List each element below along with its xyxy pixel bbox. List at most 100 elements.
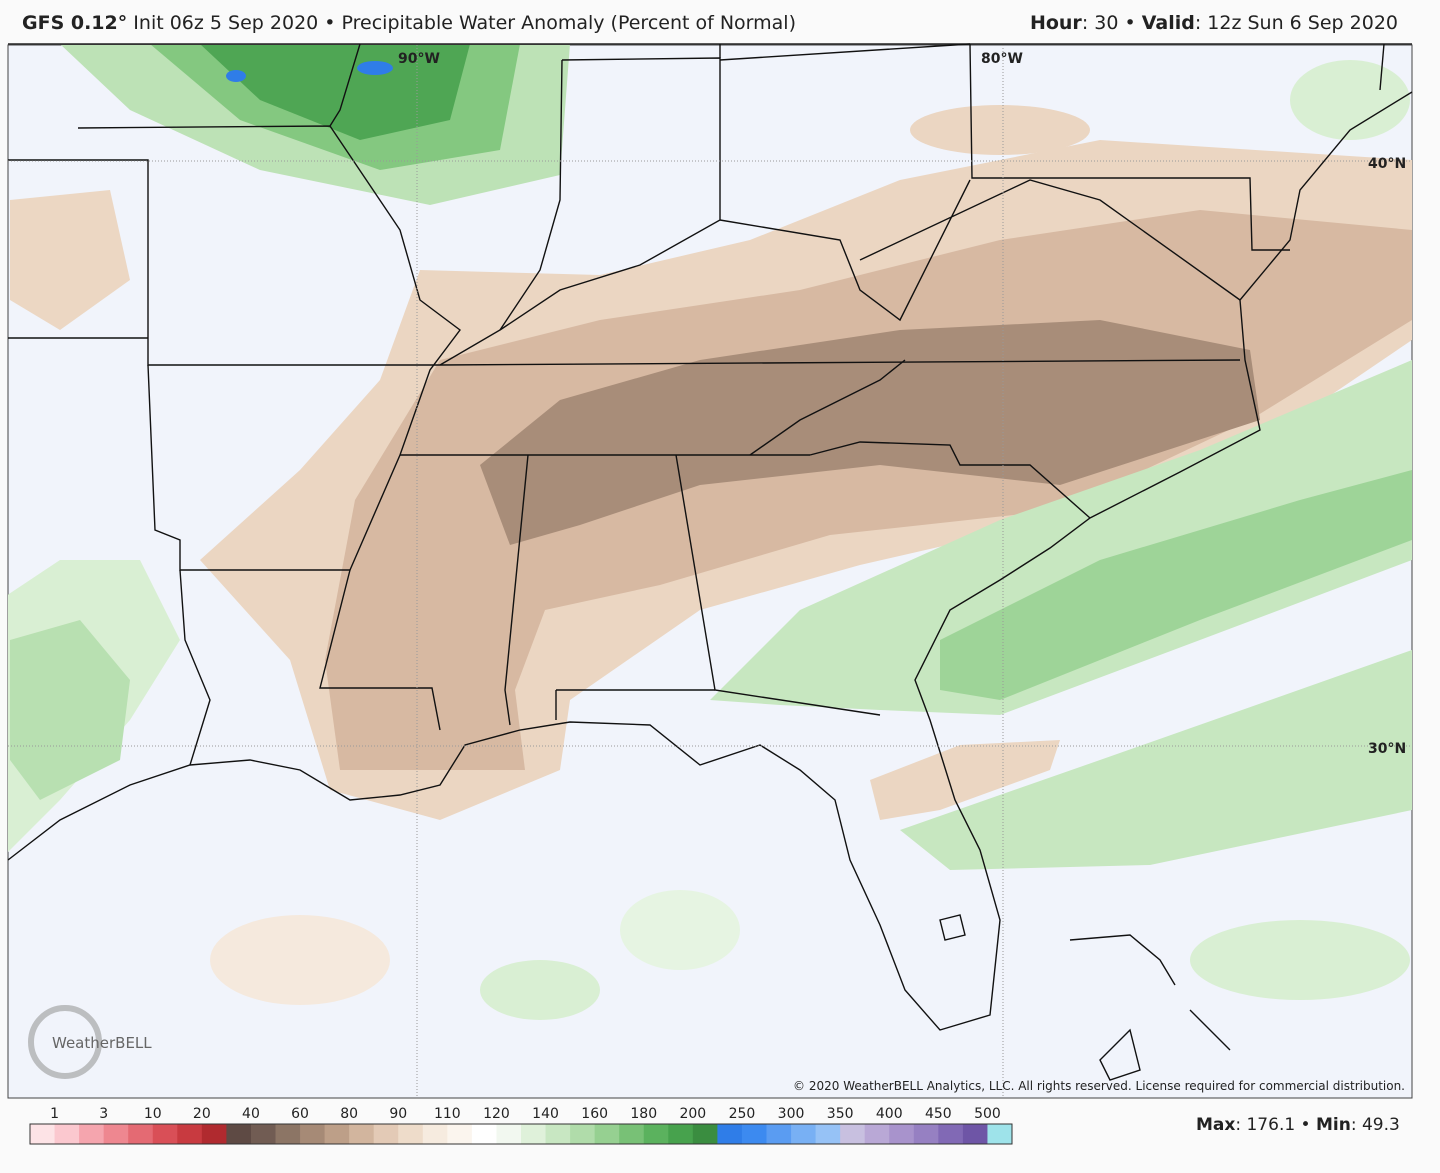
state-line: [499, 57, 721, 331]
swatch: [496, 1124, 522, 1144]
grid-label: 90°W: [398, 51, 440, 67]
swatch: [471, 1124, 497, 1144]
swatch: [643, 1124, 669, 1144]
text-run: : 12z Sun 6 Sep 2020: [1194, 12, 1398, 34]
header-left: GFS 0.12° Init 06z 5 Sep 2020 • Precipit…: [22, 12, 796, 34]
swatch: [250, 1124, 276, 1144]
swatch: [177, 1124, 203, 1144]
colorbar-label: 160: [581, 1106, 608, 1122]
swatch: [422, 1124, 448, 1144]
colorbar-label: 200: [679, 1106, 706, 1122]
state-line: [77, 43, 461, 571]
colorbar-label: 80: [340, 1106, 358, 1122]
text-run: : 30 •: [1081, 12, 1142, 34]
stats: Max: 176.1 • Min: 49.3: [1196, 1115, 1400, 1135]
colorbar-label: 350: [827, 1106, 854, 1122]
text-run: : 49.3: [1350, 1115, 1400, 1135]
swatch: [79, 1124, 105, 1144]
swatch: [594, 1124, 620, 1144]
boundaries: [7, 43, 1413, 1081]
graticule: [8, 45, 1412, 1098]
swatch: [962, 1124, 988, 1144]
grid-labels: 90°W 80°W 40°N 30°N: [398, 51, 1406, 757]
shade: [226, 70, 246, 82]
state-line: [504, 454, 529, 726]
swatch: [840, 1124, 866, 1144]
logo-text: WeatherBELL: [52, 1034, 152, 1052]
swatch: [913, 1124, 939, 1144]
swatch: [766, 1124, 792, 1144]
shade: [201, 45, 470, 140]
state-line: [439, 59, 563, 366]
swatch: [398, 1124, 424, 1144]
colorbar-label: 250: [729, 1106, 756, 1122]
swatch: [152, 1124, 178, 1144]
state-line: [719, 43, 1290, 251]
swatch: [864, 1124, 890, 1144]
swatch: [103, 1124, 129, 1144]
copyright: © 2020 WeatherBELL Analytics, LLC. All r…: [793, 1079, 1405, 1093]
colorbar-label: 20: [193, 1106, 211, 1122]
colorbar-label: 180: [630, 1106, 657, 1122]
swatch: [275, 1124, 301, 1144]
swatch: [30, 1124, 56, 1144]
swatch: [349, 1124, 375, 1144]
grid-label: 40°N: [1368, 156, 1406, 172]
colorbar-label: 140: [532, 1106, 559, 1122]
shade: [900, 650, 1412, 870]
swatch: [741, 1124, 767, 1144]
state-line: [147, 364, 441, 731]
swatch: [938, 1124, 964, 1144]
state-line: [8, 159, 440, 366]
colorbar-label: 120: [483, 1106, 510, 1122]
state-line: [439, 359, 1241, 366]
swatch: [889, 1124, 915, 1144]
colorbar-label: 10: [144, 1106, 162, 1122]
shade: [910, 105, 1090, 155]
text-run: Min: [1316, 1115, 1351, 1135]
text-run: Max: [1196, 1115, 1236, 1135]
colorbar-label: 300: [778, 1106, 805, 1122]
swatch: [373, 1124, 399, 1144]
logo: WeatherBELL: [28, 1005, 152, 1079]
colorbar: 1 3 10 20 40 60 80 90 110 120 140 160 180 200 250 300 35…: [29, 1106, 1013, 1145]
swatch: [300, 1124, 326, 1144]
grid-label: 80°W: [981, 51, 1023, 67]
state-line: [719, 179, 1241, 322]
text-run: : 176.1 •: [1235, 1115, 1316, 1135]
coastline: [7, 91, 1413, 1031]
anomaly-shading: [8, 45, 1412, 1020]
swatch: [570, 1124, 596, 1144]
text-run: Valid: [1141, 12, 1195, 34]
swatch: [987, 1124, 1013, 1144]
shade: [710, 360, 1412, 715]
swatch: [201, 1124, 227, 1144]
shade: [1290, 60, 1410, 140]
swatch: [791, 1124, 817, 1144]
colorbar-label: 400: [876, 1106, 903, 1122]
text-run: Hour: [1029, 12, 1082, 34]
colorbar-frame: [29, 1123, 1013, 1145]
state-line: [1379, 43, 1385, 91]
colorbar-label: 90: [389, 1106, 407, 1122]
text-run: GFS 0.12°: [22, 12, 128, 34]
colorbar-label: 60: [291, 1106, 309, 1122]
colorbar-label: 3: [99, 1106, 108, 1122]
swatch: [668, 1124, 694, 1144]
swatch: [815, 1124, 841, 1144]
colorbar-label: 500: [974, 1106, 1001, 1122]
text-run: Init 06z 5 Sep 2020 • Precipitable Water…: [127, 12, 796, 34]
swatch: [324, 1124, 350, 1144]
shade: [940, 470, 1412, 700]
colorbar-label: 450: [925, 1106, 952, 1122]
shade: [210, 915, 390, 1005]
shade: [870, 740, 1060, 820]
swatch: [54, 1124, 80, 1144]
swatch: [619, 1124, 645, 1144]
state-line: [809, 441, 1091, 519]
swatch: [545, 1124, 571, 1144]
shade: [1190, 920, 1410, 1000]
shade: [480, 960, 600, 1020]
